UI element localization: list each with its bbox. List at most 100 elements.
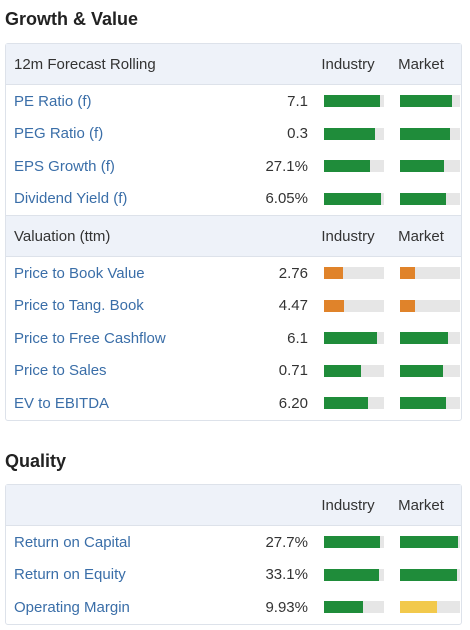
- metric-link-price-to-book-value[interactable]: Price to Book Value: [14, 264, 145, 282]
- metric-link-return-on-equity[interactable]: Return on Equity: [14, 566, 126, 584]
- metric-value: 9.93%: [265, 598, 308, 616]
- quality-title: Quality: [5, 451, 67, 471]
- metric-row-dividend-yield-f: Dividend Yield (f) 6.05%: [6, 183, 461, 216]
- market-rank-bar-fill: [400, 601, 438, 614]
- metric-row-price-to-tang-book: Price to Tang. Book 4.47: [6, 290, 461, 323]
- metric-link-operating-margin[interactable]: Operating Margin: [14, 598, 130, 616]
- industry-rank-cell: [308, 364, 384, 377]
- industry-rank-bar-fill: [324, 127, 375, 140]
- metric-row-ev-to-ebitda: EV to EBITDA 6.20: [6, 387, 461, 420]
- market-rank-cell: [384, 267, 460, 280]
- industry-rank-bar: [324, 267, 384, 280]
- quality-panel: Industry Market Return on Capital 27.7% Re…: [5, 484, 462, 625]
- industry-rank-cell: [308, 601, 384, 614]
- market-rank-bar-fill: [400, 192, 447, 205]
- industry-rank-bar: [324, 536, 384, 549]
- industry-column-header: Industry: [321, 227, 375, 245]
- metric-value: 2.76: [278, 264, 308, 282]
- industry-rank-bar: [324, 601, 384, 614]
- metric-row-operating-margin: Operating Margin 9.93%: [6, 591, 461, 624]
- metric-link-ev-to-ebitda[interactable]: EV to EBITDA: [14, 394, 110, 412]
- valuation-header: Valuation (ttm) Industry Market: [6, 215, 461, 257]
- metric-link-dividend-yield-f[interactable]: Dividend Yield (f): [14, 190, 128, 208]
- industry-column-header: Industry: [321, 496, 375, 514]
- market-rank-bar-fill: [400, 160, 444, 173]
- industry-rank-cell: [308, 568, 384, 581]
- industry-column-header: Industry: [321, 55, 375, 73]
- metric-link-price-to-free-cashflow[interactable]: Price to Free Cashflow: [14, 329, 166, 347]
- metric-row-price-to-book-value: Price to Book Value 2.76: [6, 257, 461, 290]
- market-rank-bar-fill: [400, 332, 448, 345]
- market-rank-bar-fill: [400, 127, 450, 140]
- industry-rank-bar: [324, 364, 384, 377]
- metric-value: 33.1%: [265, 566, 308, 584]
- industry-rank-bar: [324, 299, 384, 312]
- industry-rank-cell: [308, 332, 384, 345]
- market-rank-cell: [384, 160, 460, 173]
- metric-row-eps-growth-f: EPS Growth (f) 27.1%: [6, 150, 461, 183]
- market-rank-bar: [400, 364, 460, 377]
- metric-row-pe-ratio-f: PE Ratio (f) 7.1: [6, 85, 461, 118]
- metric-value: 27.1%: [265, 157, 308, 175]
- market-rank-bar: [400, 267, 460, 280]
- industry-rank-bar-fill: [324, 568, 380, 581]
- metric-row-price-to-sales: Price to Sales 0.71: [6, 355, 461, 388]
- industry-rank-bar-fill: [324, 601, 363, 614]
- metric-row-return-on-capital: Return on Capital 27.7%: [6, 526, 461, 559]
- market-rank-cell: [384, 568, 460, 581]
- metric-value: 7.1: [287, 92, 308, 110]
- market-rank-bar: [400, 568, 460, 581]
- market-rank-bar-fill: [400, 364, 444, 377]
- industry-rank-cell: [308, 299, 384, 312]
- metric-row-return-on-equity: Return on Equity 33.1%: [6, 559, 461, 592]
- growth-value-panel: 12m Forecast Rolling Industry Market PE …: [5, 43, 462, 421]
- market-rank-bar: [400, 160, 460, 173]
- metric-link-return-on-capital[interactable]: Return on Capital: [14, 533, 131, 551]
- industry-rank-bar-fill: [324, 95, 380, 108]
- market-column-header: Market: [398, 496, 444, 514]
- industry-rank-cell: [308, 95, 384, 108]
- market-rank-cell: [384, 192, 460, 205]
- metric-value: 6.20: [278, 394, 308, 412]
- market-rank-bar: [400, 397, 460, 410]
- industry-rank-bar-fill: [324, 192, 381, 205]
- industry-rank-cell: [308, 160, 384, 173]
- industry-rank-bar: [324, 95, 384, 108]
- market-rank-cell: [384, 364, 460, 377]
- market-rank-bar: [400, 127, 460, 140]
- metric-value: 4.47: [278, 297, 308, 315]
- industry-rank-bar: [324, 160, 384, 173]
- industry-rank-bar-fill: [324, 536, 380, 549]
- market-rank-cell: [384, 601, 460, 614]
- industry-rank-bar-fill: [324, 299, 344, 312]
- metric-link-pe-ratio-f[interactable]: PE Ratio (f): [14, 92, 92, 110]
- market-rank-cell: [384, 95, 460, 108]
- industry-rank-bar: [324, 332, 384, 345]
- metric-row-price-to-free-cashflow: Price to Free Cashflow 6.1: [6, 322, 461, 355]
- market-rank-cell: [384, 127, 460, 140]
- market-rank-cell: [384, 332, 460, 345]
- market-rank-bar: [400, 299, 460, 312]
- valuation-header-label: Valuation (ttm): [14, 227, 111, 245]
- metric-value: 6.1: [287, 329, 308, 347]
- metric-value: 6.05%: [265, 190, 308, 208]
- industry-rank-bar-fill: [324, 364, 362, 377]
- industry-rank-bar-fill: [324, 267, 344, 280]
- market-rank-bar-fill: [400, 397, 447, 410]
- industry-rank-bar-fill: [324, 332, 377, 345]
- market-rank-bar-fill: [400, 95, 453, 108]
- market-rank-bar: [400, 332, 460, 345]
- metric-value: 0.71: [278, 362, 308, 380]
- market-rank-bar: [400, 95, 460, 108]
- metric-link-price-to-tang-book[interactable]: Price to Tang. Book: [14, 297, 144, 315]
- market-rank-bar-fill: [400, 536, 459, 549]
- metric-value: 27.7%: [265, 533, 308, 551]
- market-rank-cell: [384, 536, 460, 549]
- market-rank-bar: [400, 601, 460, 614]
- market-rank-bar-fill: [400, 568, 457, 581]
- metric-link-eps-growth-f[interactable]: EPS Growth (f): [14, 157, 115, 175]
- industry-rank-bar: [324, 192, 384, 205]
- metric-link-price-to-sales[interactable]: Price to Sales: [14, 362, 107, 380]
- industry-rank-cell: [308, 536, 384, 549]
- metric-link-peg-ratio-f[interactable]: PEG Ratio (f): [14, 125, 104, 143]
